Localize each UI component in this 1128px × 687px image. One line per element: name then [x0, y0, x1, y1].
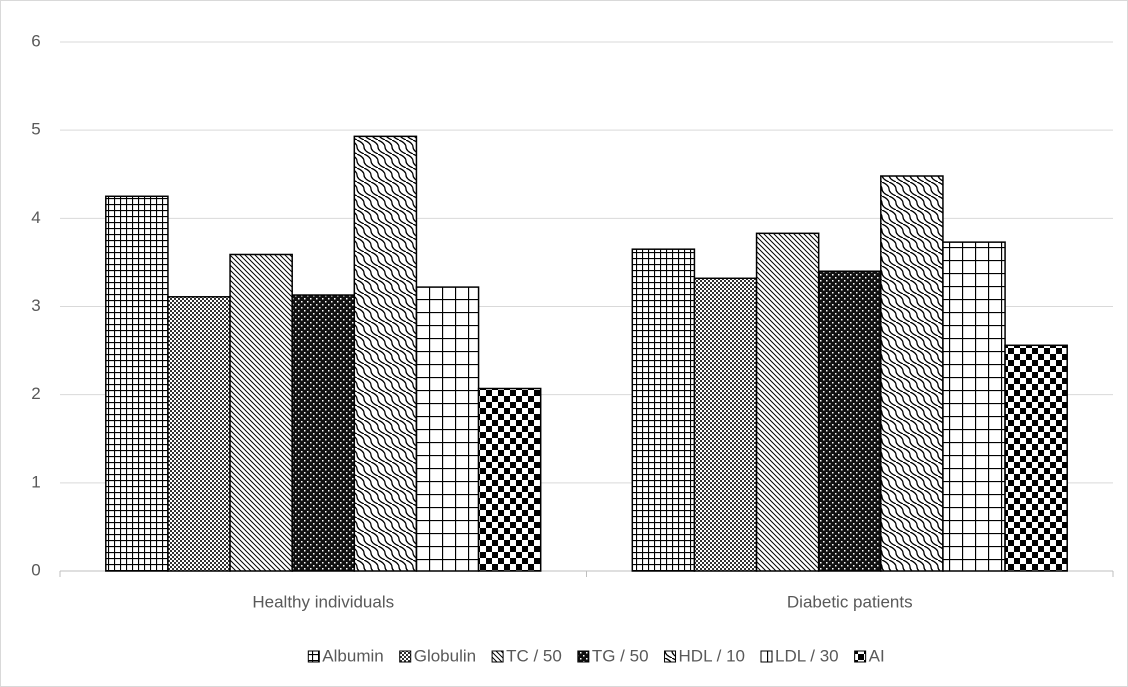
legend-swatch — [664, 650, 677, 663]
bar — [105, 195, 169, 572]
legend-swatch — [854, 650, 867, 663]
y-tick-label: 5 — [31, 120, 40, 139]
bar — [817, 270, 882, 572]
bar — [1004, 344, 1068, 572]
legend-swatch — [577, 650, 590, 663]
y-tick-label: 6 — [31, 31, 40, 50]
legend-label: TC / 50 — [506, 646, 562, 665]
bar — [880, 175, 944, 572]
x-tick-label: Diabetic patients — [787, 592, 913, 611]
bar — [942, 241, 1006, 572]
legend-label: TG / 50 — [592, 646, 649, 665]
y-tick-label: 0 — [31, 560, 40, 579]
bar — [353, 135, 418, 572]
bar — [693, 277, 758, 572]
legend-label: AI — [869, 646, 885, 665]
y-tick-label: 3 — [31, 296, 40, 315]
legend-swatch — [399, 650, 412, 663]
legend-swatch — [760, 650, 773, 663]
bar — [755, 232, 820, 572]
legend-label: HDL / 10 — [679, 646, 745, 665]
bar — [291, 294, 356, 572]
bar — [415, 286, 480, 572]
bar — [631, 248, 696, 572]
y-tick-label: 2 — [31, 384, 40, 403]
bar — [167, 296, 231, 572]
legend-swatch — [307, 650, 320, 663]
bar — [477, 387, 542, 572]
legend-label: Globulin — [414, 646, 476, 665]
y-tick-label: 1 — [31, 472, 40, 491]
y-tick-label: 4 — [31, 208, 40, 227]
bar — [229, 253, 293, 572]
legend-label: Albumin — [322, 646, 383, 665]
legend-label: LDL / 30 — [775, 646, 839, 665]
x-tick-label: Healthy individuals — [252, 592, 394, 611]
legend-swatch — [491, 650, 504, 663]
